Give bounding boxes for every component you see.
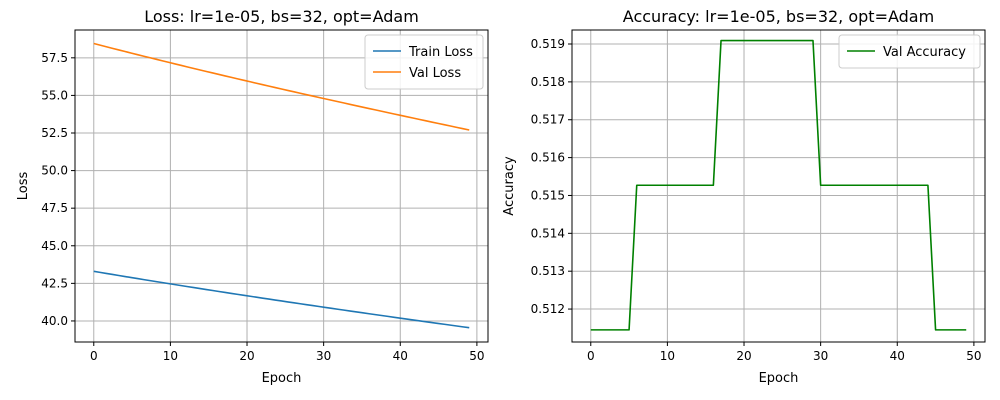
x-tick-label: 0 <box>90 349 98 363</box>
series-line-train-loss <box>93 270 470 329</box>
x-tick-label: 40 <box>890 349 905 363</box>
y-tick-label: 0.513 <box>531 264 565 278</box>
y-tick-label: 55.0 <box>41 88 68 102</box>
x-tick-label: 40 <box>393 349 408 363</box>
y-axis-label: Loss <box>16 172 31 201</box>
y-tick-label: 57.5 <box>41 51 68 65</box>
x-axis-label: Epoch <box>759 371 799 386</box>
y-tick-label: 0.512 <box>531 302 565 316</box>
y-tick-label: 45.0 <box>41 239 68 253</box>
plot-frame <box>74 29 489 343</box>
legend-label: Train Loss <box>408 45 473 60</box>
y-tick-label: 42.5 <box>41 276 68 290</box>
y-axis-label: Accuracy <box>502 156 517 216</box>
y-tick-label: 40.0 <box>41 314 68 328</box>
y-tick-label: 52.5 <box>41 126 68 140</box>
x-tick-label: 10 <box>163 349 178 363</box>
y-tick-label: 50.0 <box>41 164 68 178</box>
legend-box <box>838 34 981 69</box>
y-tick-label: 0.516 <box>531 151 565 165</box>
plot-frame <box>571 29 986 343</box>
y-tick-label: 47.5 <box>41 201 68 215</box>
x-tick-label: 30 <box>813 349 828 363</box>
x-tick-label: 20 <box>239 349 254 363</box>
chart-1: 0 10 20 30 40 50 0.512 0.513 0.514 0.515 0.516 0.51… <box>502 7 986 386</box>
y-tick-label: 0.514 <box>531 226 565 240</box>
x-tick-label: 50 <box>469 349 484 363</box>
y-tick-label: 0.515 <box>531 188 565 202</box>
series-line-val-accuracy <box>590 39 967 331</box>
chart-0: 0 10 20 30 40 50 40.0 42.5 45.0 47.5 50.0 52.5 55.0 5… <box>16 7 489 386</box>
chart-title: Loss: lr=1e-05, bs=32, opt=Adam <box>144 7 419 26</box>
legend: Val Accuracy <box>838 34 981 69</box>
legend-box <box>364 34 484 90</box>
x-tick-label: 30 <box>316 349 331 363</box>
x-axis-label: Epoch <box>262 371 302 386</box>
x-tick-label: 0 <box>587 349 595 363</box>
legend-label: Val Loss <box>409 66 461 81</box>
y-tick-label: 0.519 <box>531 37 565 51</box>
series-line-val-loss <box>93 42 470 131</box>
y-tick-label: 0.518 <box>531 75 565 89</box>
x-tick-label: 10 <box>660 349 675 363</box>
y-tick-label: 0.517 <box>531 113 565 127</box>
x-tick-label: 50 <box>966 349 981 363</box>
legend: Train Loss Val Loss <box>364 34 484 90</box>
x-tick-label: 20 <box>736 349 751 363</box>
legend-label: Val Accuracy <box>883 45 966 60</box>
chart-title: Accuracy: lr=1e-05, bs=32, opt=Adam <box>623 7 934 26</box>
